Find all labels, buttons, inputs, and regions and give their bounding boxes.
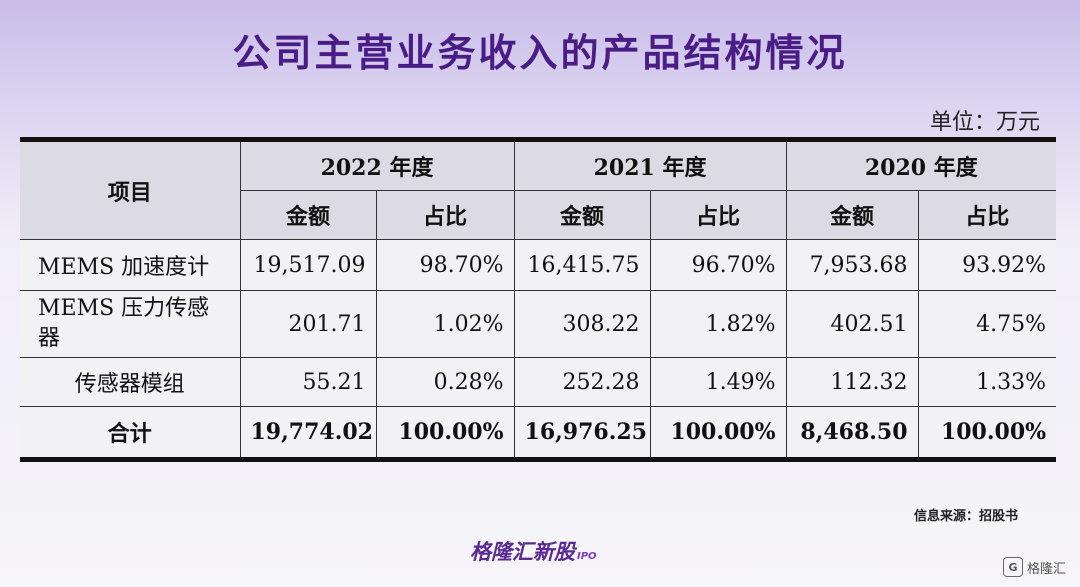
brand-name: 格隆汇新股 [470,540,575,564]
table-cell: 93.92% [917,239,1057,291]
amount-header: 金额 [240,190,377,240]
header-row-subs: 金额 占比 金额 占比 金额 占比 [20,190,1057,240]
table-cell: 1.02% [375,290,515,358]
table-cell: 1.33% [917,357,1057,407]
revenue-table: 项目 2022 年度 2021 年度 2020 年度 金额 占比 金额 占比 金… [20,137,1057,462]
table-cell: 112.32 [785,357,919,407]
table-row: MEMS 加速度计 19,517.09 98.70% 16,415.75 96.… [20,239,1057,291]
table-cell: 19,774.02 [239,406,377,457]
page-title: 公司主营业务收入的产品结构情况 [232,31,848,75]
table-cell: 16,976.25 [513,406,651,457]
table-cell: 100.00% [649,406,787,457]
brand-sub: IPO [577,551,597,562]
row-label: MEMS 压力传感器 [20,290,241,358]
table-cell: 201.71 [239,290,377,358]
logo-icon: G [1002,557,1023,577]
item-header: 项目 [20,142,241,240]
table-cell: 308.22 [513,290,651,358]
table-cell: 16,415.75 [513,239,651,291]
table-cell: 7,953.68 [785,239,919,291]
amount-header: 金额 [785,190,919,240]
header-row-years: 项目 2022 年度 2021 年度 2020 年度 [20,142,1057,240]
share-header: 占比 [375,190,515,240]
corner-logo: G 格隆汇 [1002,557,1066,577]
brand-logo: 格隆汇新股 IPO [470,536,597,566]
corner-text: 格隆汇 [1026,561,1066,577]
table-cell: 0.28% [375,357,515,407]
row-label: MEMS 加速度计 [20,239,241,291]
table-cell: 100.00% [375,406,515,457]
table-cell: 55.21 [239,357,377,407]
unit-label: 单位：万元 [929,110,1040,135]
share-header: 占比 [917,190,1057,240]
year-header-2020: 2020 年度 [785,142,1057,191]
table-cell: 4.75% [917,290,1057,358]
table-cell: 8,468.50 [785,406,919,457]
table-cell: 100.00% [917,406,1057,457]
table-row: 传感器模组 55.21 0.28% 252.28 1.49% 112.32 1.… [20,357,1057,407]
table-cell: 402.51 [785,290,919,358]
row-label: 传感器模组 [20,357,241,407]
amount-header: 金额 [513,190,651,240]
table-cell: 96.70% [649,239,787,291]
table-cell: 19,517.09 [239,239,377,291]
table-cell: 1.82% [649,290,787,358]
year-header-2021: 2021 年度 [513,142,787,191]
source-note: 信息来源：招股书 [913,509,1018,524]
table-cell: 98.70% [375,239,515,291]
total-row: 合计 19,774.02 100.00% 16,976.25 100.00% 8… [20,406,1057,457]
table-cell: 1.49% [649,357,787,407]
table-cell: 252.28 [513,357,651,407]
share-header: 占比 [649,190,787,240]
table-row: MEMS 压力传感器 201.71 1.02% 308.22 1.82% 402… [20,290,1057,358]
row-label: 合计 [20,406,241,457]
year-header-2022: 2022 年度 [239,142,515,191]
